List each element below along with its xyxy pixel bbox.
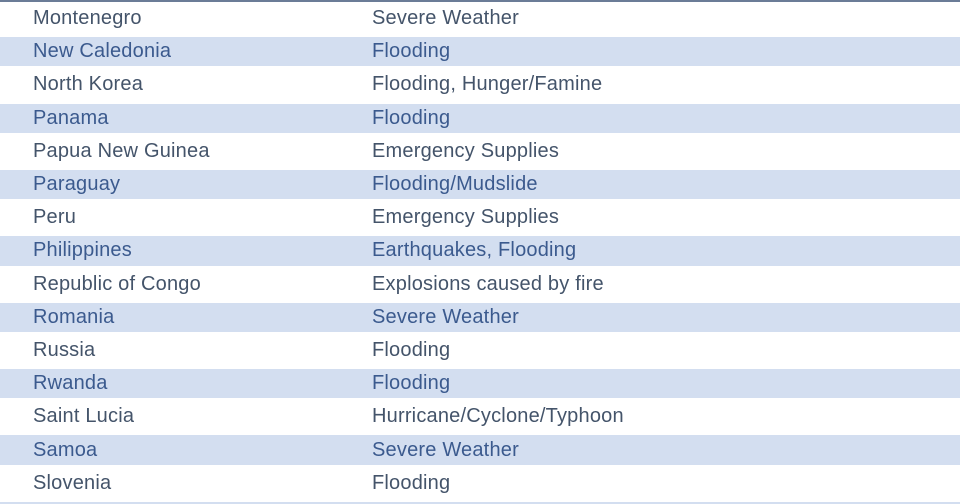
table-top-border: [0, 0, 960, 2]
disaster-cell: Emergency Supplies: [372, 139, 560, 162]
country-cell: Saint Lucia: [33, 405, 135, 428]
disaster-cell: Flooding: [372, 106, 451, 129]
table-row: Republic of Congo Explosions caused by f…: [0, 267, 960, 301]
table-row: Russia Flooding: [0, 333, 960, 368]
disaster-cell: Flooding: [372, 372, 451, 395]
country-cell: New Caledonia: [33, 40, 172, 63]
country-cell: North Korea: [33, 73, 144, 96]
table-row: Romania Severe Weather: [0, 300, 960, 334]
next-row-partial: [0, 499, 960, 504]
disaster-cell: Severe Weather: [372, 7, 519, 30]
disaster-cell: Flooding: [372, 338, 451, 361]
disaster-cell: Earthquakes, Flooding: [372, 239, 577, 262]
disaster-cell: Explosions caused by fire: [372, 272, 604, 295]
table-row: Panama Flooding: [0, 101, 960, 135]
disaster-cell: Severe Weather: [372, 305, 519, 328]
country-cell: Republic of Congo: [33, 272, 201, 295]
table-row: Philippines Earthquakes, Flooding: [0, 234, 960, 268]
country-cell: Rwanda: [33, 372, 108, 395]
disaster-cell: Flooding/Mudslide: [372, 173, 538, 196]
country-cell: Paraguay: [33, 173, 121, 196]
table-row: Paraguay Flooding/Mudslide: [0, 167, 960, 202]
country-cell: Philippines: [33, 239, 132, 262]
table-row: Peru Emergency Supplies: [0, 201, 960, 235]
table-row: Papua New Guinea Emergency Supplies: [0, 134, 960, 168]
country-cell: Panama: [33, 106, 109, 129]
country-cell: Peru: [33, 206, 77, 229]
table-row: Slovenia Flooding: [0, 466, 960, 500]
disaster-cell: Flooding: [372, 40, 451, 63]
table-row: New Caledonia Flooding: [0, 35, 960, 69]
table-row: North Korea Flooding, Hunger/Famine: [0, 68, 960, 102]
country-cell: Papua New Guinea: [33, 139, 210, 162]
disaster-cell: Flooding: [372, 471, 451, 494]
disaster-cell: Severe Weather: [372, 438, 519, 461]
table-row: Samoa Severe Weather: [0, 433, 960, 467]
country-cell: Romania: [33, 305, 115, 328]
country-cell: Samoa: [33, 438, 98, 461]
disaster-cell: Emergency Supplies: [372, 206, 560, 229]
table-row: Rwanda Flooding: [0, 367, 960, 401]
disaster-cell: Flooding, Hunger/Famine: [372, 73, 603, 96]
table-row: Saint Lucia Hurricane/Cyclone/Typhoon: [0, 400, 960, 434]
table-row: Montenegro Severe Weather: [0, 2, 960, 36]
country-cell: Slovenia: [33, 471, 112, 494]
country-cell: Montenegro: [33, 7, 142, 30]
disaster-cell: Hurricane/Cyclone/Typhoon: [372, 405, 624, 428]
country-cell: Russia: [33, 338, 96, 361]
